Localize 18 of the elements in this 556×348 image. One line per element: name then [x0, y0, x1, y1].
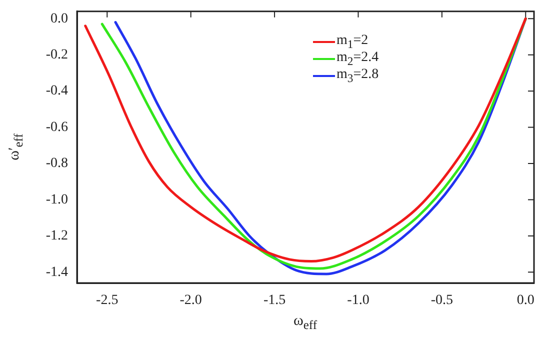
y-tick-label: -1.4 [46, 264, 68, 280]
y-tick-label: -0.8 [46, 156, 68, 172]
y-tick-label: -1.2 [46, 228, 68, 244]
x-tick-label: -1.0 [347, 293, 370, 308]
x-tick-label: 0.0 [516, 293, 534, 308]
legend-label: m$_{2}$=2.4 [336, 50, 379, 68]
x-tick-label: -0.5 [430, 293, 454, 308]
legend-label: m$_{1}$=2 [336, 33, 368, 51]
y-tick-label: -0.4 [46, 84, 68, 99]
y-tick-label: 0.0 [50, 11, 68, 26]
y-tick-label: -0.6 [46, 120, 68, 135]
x-tick-label: -1.5 [263, 293, 286, 308]
x-tick-label: -2.5 [96, 293, 118, 308]
y-tick-label: -0.2 [46, 48, 68, 63]
x-tick-label: -2.0 [180, 293, 202, 308]
x-axis-title: ω$_{eff}$ [294, 313, 318, 333]
y-tick-label: -1.0 [46, 192, 68, 208]
legend-label: m$_{3}$=2.8 [336, 67, 379, 85]
